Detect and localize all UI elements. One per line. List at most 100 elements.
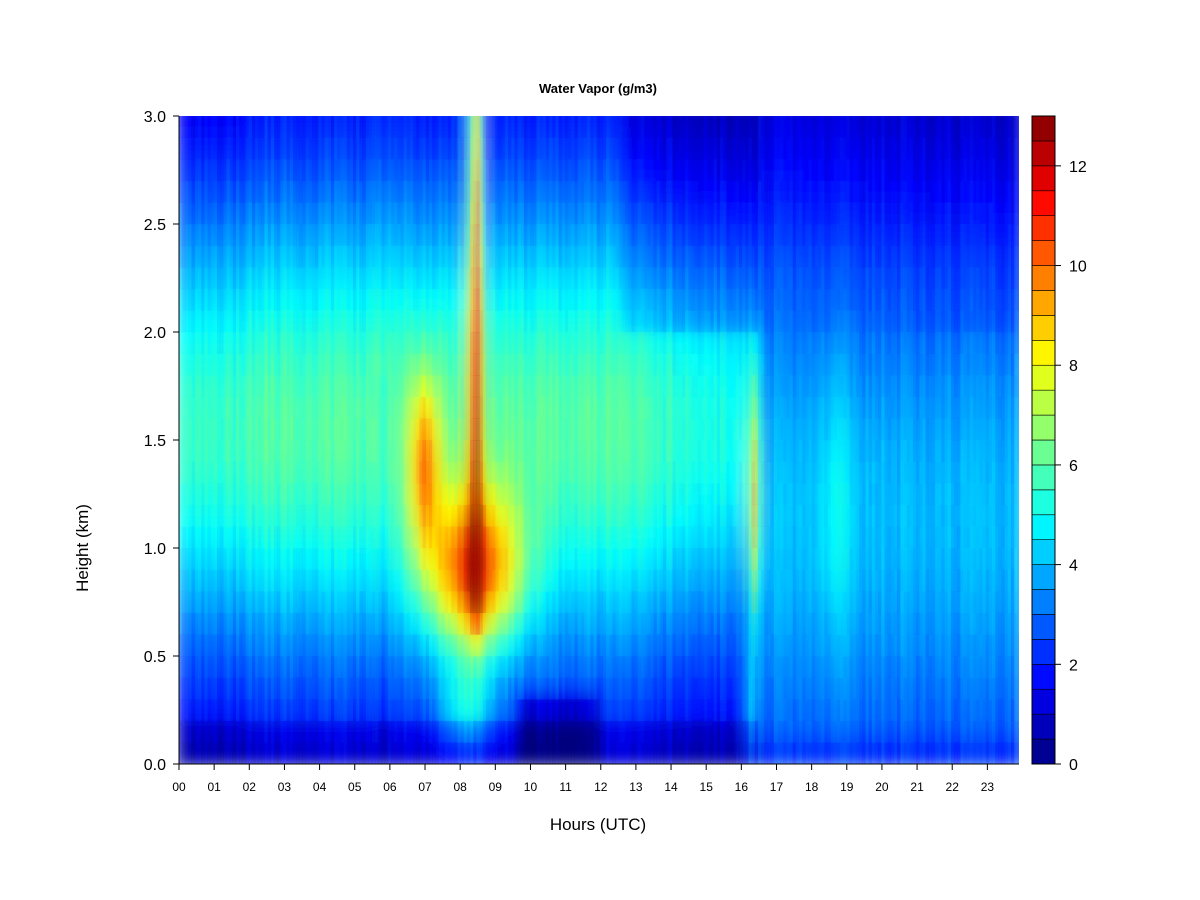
heatmap-cell xyxy=(185,201,194,214)
heatmap-cell xyxy=(199,320,208,333)
heatmap-cell xyxy=(241,439,250,452)
heatmap-cell xyxy=(213,547,222,560)
heatmap-cell xyxy=(213,720,222,733)
heatmap-cell xyxy=(199,439,208,452)
heatmap-cell xyxy=(255,601,264,614)
heatmap-cell xyxy=(262,212,271,225)
heatmap-cell xyxy=(276,396,285,409)
heatmap-cell xyxy=(234,666,243,679)
heatmap-cell xyxy=(227,234,236,247)
heatmap-cell xyxy=(220,169,229,182)
heatmap-cell xyxy=(255,623,264,635)
heatmap-cell xyxy=(185,309,194,322)
heatmap-cell xyxy=(227,277,236,290)
heatmap-cell xyxy=(199,385,208,398)
heatmap-cell xyxy=(269,677,278,689)
heatmap-cell xyxy=(206,223,215,236)
heatmap-cell xyxy=(206,116,215,117)
heatmap-cell xyxy=(199,569,208,581)
heatmap-cell xyxy=(213,309,222,322)
heatmap-cell xyxy=(179,677,187,689)
heatmap-cell xyxy=(192,428,201,441)
heatmap-cell xyxy=(192,116,201,117)
heatmap-cell xyxy=(241,644,250,657)
heatmap-cell xyxy=(262,461,271,473)
heatmap-cell xyxy=(192,180,201,193)
heatmap-cell xyxy=(185,266,194,279)
heatmap-cell xyxy=(213,137,222,149)
heatmap-cell xyxy=(607,116,616,117)
heatmap-cell xyxy=(234,137,243,149)
heatmap-cell xyxy=(262,655,271,668)
heatmap-cell xyxy=(262,234,271,247)
heatmap-cell xyxy=(234,255,243,268)
heatmap-cell xyxy=(269,266,278,279)
heatmap-cell xyxy=(248,428,257,441)
heatmap-cell xyxy=(220,569,229,581)
heatmap-cell xyxy=(199,687,208,700)
heatmap-cell xyxy=(227,644,236,657)
heatmap-cell xyxy=(199,720,208,733)
heatmap-cell xyxy=(276,493,285,506)
heatmap-cell xyxy=(206,299,215,311)
heatmap-cell xyxy=(185,677,194,689)
heatmap-cell xyxy=(206,515,215,527)
heatmap-cell xyxy=(262,504,271,517)
heatmap-cell xyxy=(179,633,187,646)
heatmap-cell xyxy=(276,417,285,430)
heatmap-cell xyxy=(192,666,201,679)
heatmap-cell xyxy=(220,547,229,560)
heatmap-cell xyxy=(199,169,208,182)
heatmap-cell xyxy=(179,353,187,365)
heatmap-cell xyxy=(199,353,208,365)
heatmap-cell xyxy=(192,277,201,290)
heatmap-cell xyxy=(206,504,215,517)
heatmap-cell xyxy=(248,741,257,754)
heatmap-cell xyxy=(551,116,560,117)
heatmap-cell xyxy=(220,677,229,689)
heatmap-cell xyxy=(179,482,187,495)
heatmap-cell xyxy=(262,169,271,182)
heatmap-cell xyxy=(185,698,194,711)
heatmap-cell xyxy=(262,590,271,603)
heatmap-cell xyxy=(234,741,243,754)
heatmap-cell xyxy=(283,741,292,754)
heatmap-cell xyxy=(255,547,264,560)
heatmap-cell xyxy=(179,590,187,603)
heatmap-cell xyxy=(269,482,278,495)
heatmap-cell xyxy=(262,191,271,203)
heatmap-cell xyxy=(213,374,222,387)
heatmap-cell xyxy=(227,342,236,355)
heatmap-cell xyxy=(234,363,243,376)
heatmap-cell xyxy=(262,309,271,322)
heatmap-cell xyxy=(276,201,285,214)
heatmap-cell xyxy=(248,234,257,247)
heatmap-cell xyxy=(185,569,194,581)
heatmap-cell xyxy=(206,234,215,247)
heatmap-cell xyxy=(248,245,257,257)
heatmap-cell xyxy=(698,116,707,117)
heatmap-cell xyxy=(276,320,285,333)
heatmap-cell xyxy=(452,116,461,117)
heatmap-cell xyxy=(276,137,285,149)
heatmap-cell xyxy=(192,623,201,635)
heatmap-cell xyxy=(179,731,187,743)
heatmap-cell xyxy=(185,342,194,355)
heatmap-cell xyxy=(255,558,264,571)
heatmap-cell xyxy=(501,116,510,117)
heatmap-cell xyxy=(234,558,243,571)
heatmap-cell xyxy=(480,116,489,117)
heatmap-cell xyxy=(255,752,264,764)
heatmap-cell xyxy=(269,731,278,743)
heatmap-cell xyxy=(438,116,447,117)
heatmap-cell xyxy=(269,137,278,149)
heatmap-cell xyxy=(227,698,236,711)
heatmap-cell xyxy=(192,116,201,128)
heatmap-cell xyxy=(179,666,187,679)
heatmap-cell xyxy=(179,439,187,452)
heatmap-cell xyxy=(206,309,215,322)
heatmap-cell xyxy=(241,515,250,527)
heatmap-cell xyxy=(269,471,278,484)
heatmap-cell xyxy=(241,569,250,581)
